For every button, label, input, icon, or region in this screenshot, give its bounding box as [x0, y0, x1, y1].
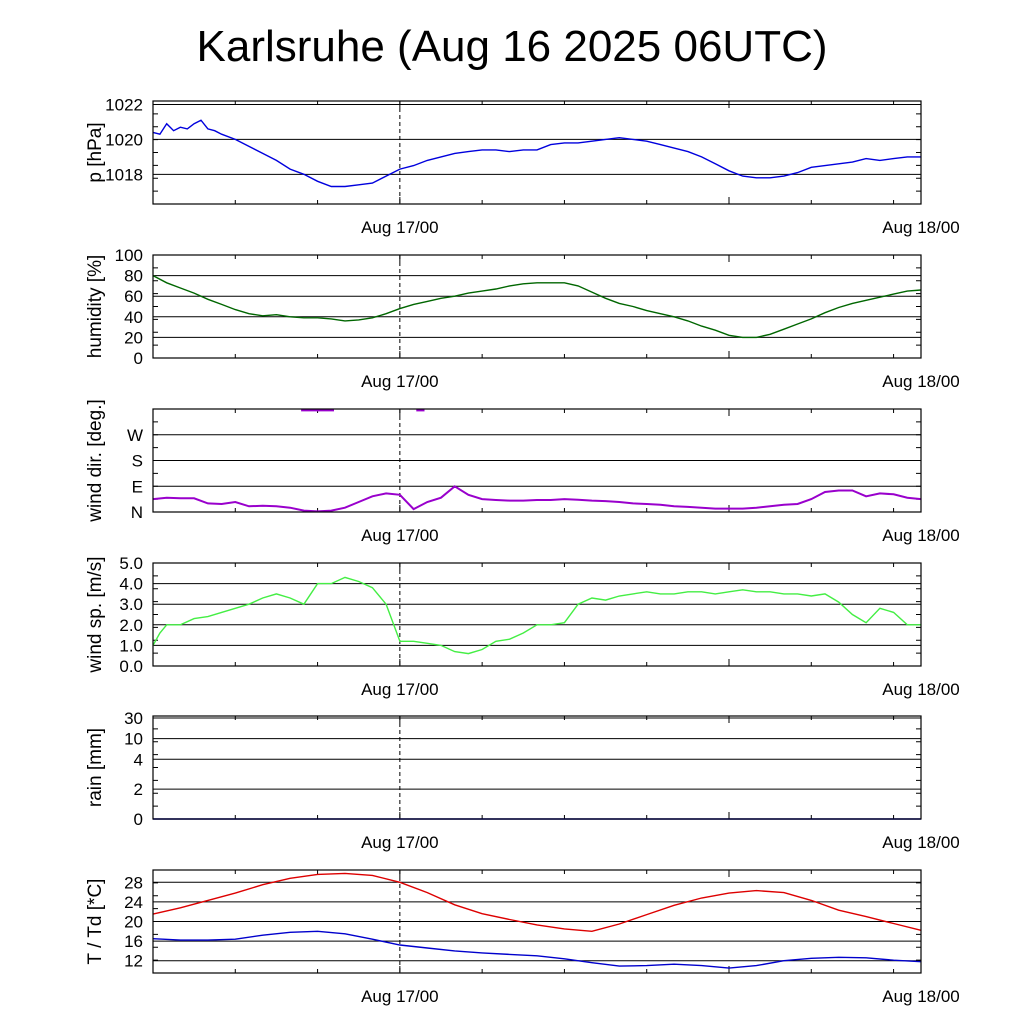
y-axis-label: wind sp. [m/s]	[85, 556, 106, 673]
x-tick-label: Aug 17/00	[361, 833, 439, 852]
pressure-panel: 1018 1020 1022 p [hPa] Aug 17/00 Aug 18/00	[85, 95, 960, 237]
y-tick-label: 20	[124, 913, 143, 932]
x-tick-label: Aug 18/00	[882, 680, 960, 699]
wind_speed-panel: 0.0 1.02.0 3.04.0 5.0 wind sp. [m/s] Aug 17/0…	[85, 554, 960, 699]
y-tick-label: 2.0	[119, 616, 143, 635]
y-tick-label: 16	[124, 932, 143, 951]
y-tick-label: 2	[134, 780, 143, 799]
humidity-series-line	[152, 274, 922, 339]
wind_dir-series-line	[152, 485, 922, 513]
y-tick-label: 100	[115, 246, 143, 265]
x-tick-label: Aug 17/00	[361, 680, 439, 699]
page-title: Karlsruhe (Aug 16 2025 06UTC)	[196, 22, 828, 71]
rain-panel: 0 2 410 30 rain [mm] Aug 17/00 Aug 18/00	[85, 709, 960, 852]
y-tick-label: 24	[124, 893, 143, 912]
y-tick-label: 1022	[105, 95, 143, 114]
y-tick-label: W	[127, 426, 143, 445]
x-tick-label: Aug 17/00	[361, 987, 439, 1006]
y-axis-label: wind dir. [deg.]	[85, 399, 106, 523]
y-tick-label: E	[132, 477, 143, 496]
y-tick-label: 28	[124, 873, 143, 892]
x-tick-label: Aug 18/00	[882, 833, 960, 852]
y-tick-label: 5.0	[119, 554, 143, 573]
temperature-series-line	[152, 872, 922, 933]
plot-frame	[152, 254, 922, 359]
plot-frame	[152, 100, 922, 205]
x-tick-label: Aug 17/00	[361, 526, 439, 545]
y-tick-label: 0	[134, 810, 143, 829]
y-tick-label: 40	[124, 308, 143, 327]
y-tick-label: 12	[124, 952, 143, 971]
pressure-series-line	[152, 119, 921, 188]
x-tick-label: Aug 18/00	[882, 987, 960, 1006]
y-tick-label: 0	[134, 349, 143, 368]
y-tick-label: 30	[124, 709, 143, 728]
y-tick-label: 10	[124, 730, 143, 749]
y-tick-label: 0.0	[119, 657, 143, 676]
y-tick-label: 1018	[105, 165, 143, 184]
x-tick-label: Aug 18/00	[882, 218, 960, 237]
y-tick-label: N	[131, 503, 143, 522]
y-axis-label: humidity [%]	[85, 255, 106, 358]
y-tick-label: 4	[134, 750, 143, 769]
temperature-series-line	[152, 930, 922, 969]
y-axis-label: rain [mm]	[85, 728, 106, 807]
x-tick-label: Aug 17/00	[361, 372, 439, 391]
y-tick-label: 1020	[105, 130, 143, 149]
plot-frame	[152, 562, 922, 667]
x-tick-label: Aug 18/00	[882, 372, 960, 391]
y-tick-label: 80	[124, 267, 143, 286]
y-axis-label: T / Td [*C]	[85, 879, 106, 965]
y-tick-label: 4.0	[119, 575, 143, 594]
x-tick-label: Aug 17/00	[361, 218, 439, 237]
plot-frame	[152, 715, 922, 820]
plot-frame	[152, 408, 922, 513]
y-tick-label: 3.0	[119, 595, 143, 614]
y-tick-label: S	[132, 452, 143, 471]
wind_speed-series-line	[152, 576, 921, 655]
y-tick-label: 1.0	[119, 636, 143, 655]
y-axis-label: p [hPa]	[85, 122, 106, 182]
x-tick-label: Aug 18/00	[882, 526, 960, 545]
y-tick-label: 60	[124, 287, 143, 306]
plot-frame	[152, 869, 922, 974]
y-tick-label: 20	[124, 328, 143, 347]
